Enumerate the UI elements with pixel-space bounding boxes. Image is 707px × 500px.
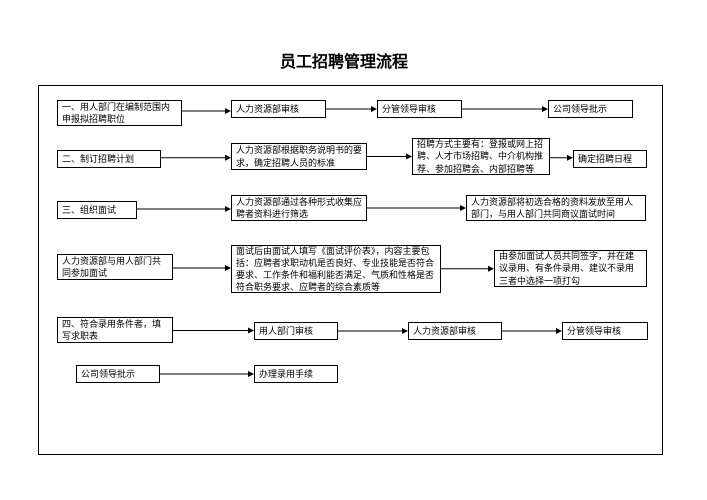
flow-node-label: 分管领导审核 [567, 325, 621, 337]
flow-node-label: 分管领导审核 [382, 103, 436, 115]
flow-node-n4_1: 人力资源部与用人部门共同参加面试 [57, 254, 173, 280]
flow-node-n5_3: 人力资源部审核 [408, 322, 502, 340]
flow-node-label: 三、组织面试 [62, 204, 116, 216]
flow-node-n4_3: 由参加面试人员共同签字，并在建议录用、有条件录用、建议不录用三者中选择一项打勾 [494, 250, 647, 287]
flow-node-n1_1: 一、用人部门在编制范围内申报拟招聘职位 [57, 100, 182, 126]
flow-node-n6_1: 公司领导批示 [76, 365, 160, 383]
flow-node-label: 公司领导批示 [553, 103, 607, 115]
flow-node-n1_3: 分管领导审核 [377, 100, 462, 118]
flow-node-n1_4: 公司领导批示 [548, 100, 633, 118]
flow-node-label: 人力资源部审核 [236, 103, 299, 115]
flow-node-n2_1: 二、制订招聘计划 [57, 150, 161, 168]
flow-node-n1_2: 人力资源部审核 [231, 100, 326, 118]
flow-node-label: 人力资源部根据职务说明书的要求，确定招聘人员的标准 [236, 144, 362, 168]
flow-node-label: 面试后由面试人填写《面试评价表》，内容主要包括：应聘者求职动机是否良好、专业技能… [236, 245, 436, 294]
flow-node-label: 一、用人部门在编制范围内申报拟招聘职位 [62, 101, 177, 125]
flow-node-n6_2: 办理录用手续 [254, 365, 338, 383]
flow-node-n2_2: 人力资源部根据职务说明书的要求，确定招聘人员的标准 [231, 143, 367, 170]
flow-node-label: 由参加面试人员共同签字，并在建议录用、有条件录用、建议不录用三者中选择一项打勾 [499, 250, 642, 286]
flow-node-n5_2: 用人部门审核 [254, 322, 338, 340]
flow-node-n4_2: 面试后由面试人填写《面试评价表》，内容主要包括：应聘者求职动机是否良好、专业技能… [231, 245, 441, 293]
flow-node-label: 人力资源部通过各种形式收集应聘者资料进行筛选 [236, 196, 362, 220]
flow-node-n5_1: 四、符合录用条件者，填写求职表 [57, 317, 173, 343]
page-title: 员工招聘管理流程 [280, 48, 408, 72]
flow-node-n5_4: 分管领导审核 [562, 322, 648, 340]
flow-node-label: 用人部门审核 [259, 325, 313, 337]
flow-node-n2_3: 招聘方式主要有：登报或网上招聘、人才市场招聘、中介机构推荐、参加招聘会、内部招聘… [412, 138, 550, 175]
flow-node-label: 确定招聘日程 [578, 153, 632, 165]
flow-node-label: 招聘方式主要有：登报或网上招聘、人才市场招聘、中介机构推荐、参加招聘会、内部招聘… [417, 138, 545, 174]
flow-node-label: 人力资源部审核 [413, 325, 476, 337]
flow-node-label: 人力资源部与用人部门共同参加面试 [62, 255, 168, 279]
flow-node-n3_2: 人力资源部通过各种形式收集应聘者资料进行筛选 [231, 195, 367, 221]
flow-node-label: 人力资源部将初选合格的资料发放至用人部门，与用人部门共同商议面试时间 [471, 196, 641, 220]
flow-node-n3_1: 三、组织面试 [57, 201, 137, 219]
flow-node-label: 四、符合录用条件者，填写求职表 [62, 318, 168, 342]
flow-node-n2_4: 确定招聘日程 [573, 150, 647, 168]
flow-node-label: 办理录用手续 [259, 368, 313, 380]
flow-node-label: 二、制订招聘计划 [62, 153, 134, 165]
flow-node-n3_3: 人力资源部将初选合格的资料发放至用人部门，与用人部门共同商议面试时间 [466, 195, 646, 221]
flow-node-label: 公司领导批示 [81, 368, 135, 380]
